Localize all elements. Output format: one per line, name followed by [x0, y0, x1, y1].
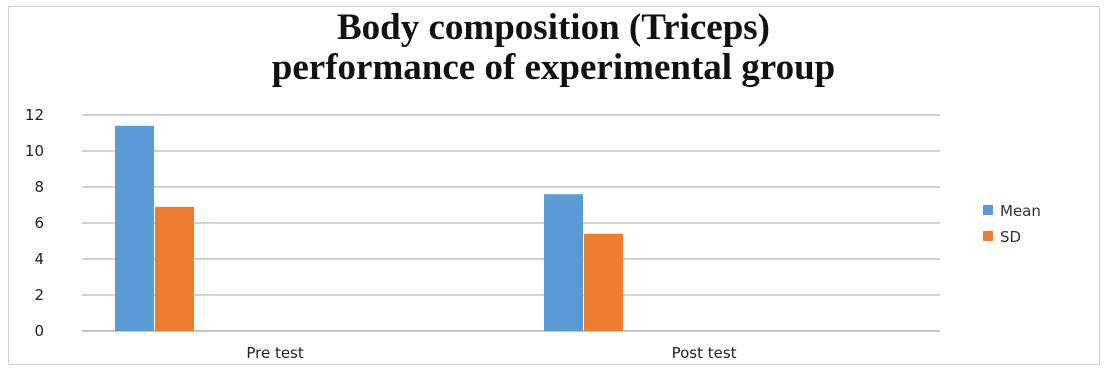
y-tick-label: 4	[34, 250, 44, 268]
y-tick-label: 12	[25, 106, 44, 124]
chart-title: Body composition (Triceps) performance o…	[0, 8, 1107, 88]
y-tick-label: 0	[34, 322, 44, 340]
x-category-label: Post test	[672, 344, 737, 362]
bar-mean-post-test	[544, 194, 583, 331]
legend-swatch-sd	[983, 231, 993, 241]
chart-title-line-1: Body composition (Triceps)	[336, 7, 771, 48]
y-tick-label: 8	[34, 178, 44, 196]
y-tick-label: 2	[34, 286, 44, 304]
legend-label-sd: SD	[1000, 228, 1021, 246]
legend-swatch-mean	[983, 205, 993, 215]
x-category-label: Pre test	[246, 344, 304, 362]
y-tick-label: 6	[34, 214, 44, 232]
chart-title-line-2: performance of experimental group	[271, 47, 836, 88]
bar-sd-pre-test	[155, 206, 194, 331]
bar-mean-pre-test	[115, 125, 154, 331]
bar-sd-post-test	[584, 233, 623, 331]
legend-label-mean: Mean	[1000, 202, 1041, 220]
y-tick-label: 10	[25, 142, 44, 160]
